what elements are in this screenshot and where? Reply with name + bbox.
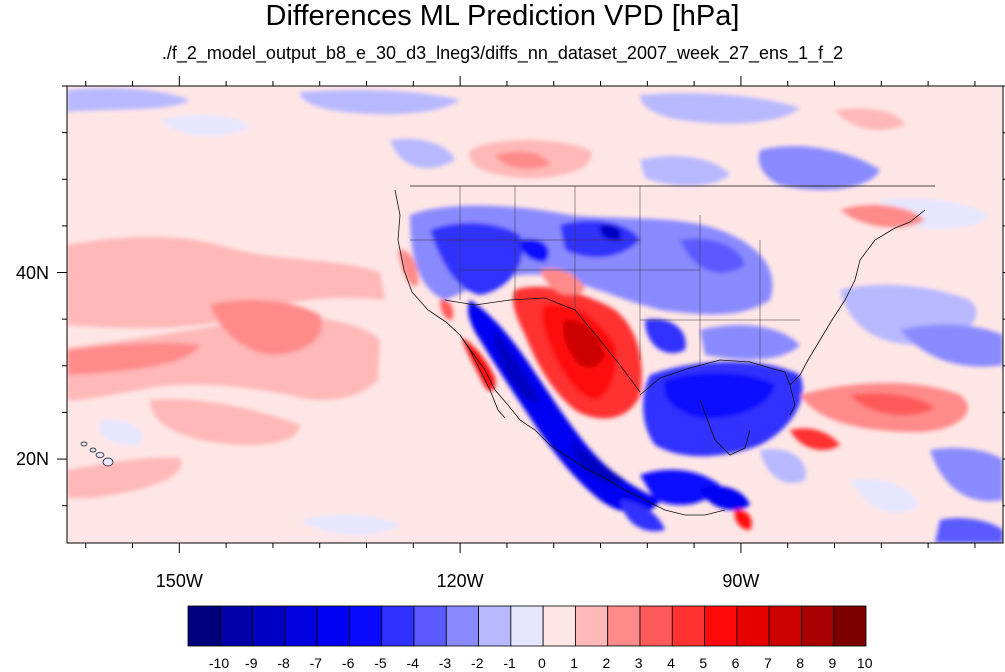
- map-subtitle: ./f_2_model_output_b8_e_30_d3_lneg3/diff…: [161, 43, 844, 63]
- colorbar-swatch: [607, 605, 641, 647]
- colorbar-swatch: [316, 605, 350, 647]
- colorbar-swatch: [575, 605, 609, 647]
- colorbar-label: 10: [856, 655, 873, 671]
- colorbar-swatch: [671, 605, 705, 647]
- colorbar-label: -6: [341, 655, 355, 671]
- colorbar-label: 2: [602, 655, 611, 671]
- colorbar-label: -8: [277, 655, 290, 671]
- colorbar-label: 3: [634, 655, 643, 671]
- colorbar-label: -9: [245, 655, 258, 671]
- colorbar-swatch: [478, 605, 512, 647]
- colorbar-swatch: [704, 605, 738, 647]
- colorbar-swatch: [445, 605, 479, 647]
- colorbar-swatch: [413, 605, 447, 647]
- colorbar-label: -5: [374, 655, 387, 671]
- longitude-label: 150W: [155, 571, 203, 591]
- colorbar-swatch: [768, 605, 802, 647]
- colorbar-swatch: [252, 605, 286, 647]
- axis-ticks: [57, 76, 1005, 553]
- latitude-label: 40N: [16, 262, 50, 283]
- colorbar-label: -1: [503, 655, 516, 671]
- colorbar-label: 0: [537, 655, 546, 671]
- colorbar-swatch: [736, 605, 770, 647]
- colorbar-swatch: [284, 605, 318, 647]
- colorbar-label: 6: [731, 655, 740, 671]
- colorbar-swatch: [510, 605, 544, 647]
- colorbar-label: 7: [763, 655, 772, 671]
- colorbar-swatch: [349, 605, 383, 647]
- colorbar-label: 8: [796, 655, 805, 671]
- colorbar-swatch: [381, 605, 415, 647]
- colorbar-swatch: [833, 605, 867, 647]
- latitude-label: 20N: [16, 449, 50, 470]
- colorbar-label: -10: [208, 655, 230, 671]
- colorbar-label: 4: [667, 655, 675, 671]
- colorbar-label: 1: [570, 655, 579, 671]
- colorbar-swatch: [801, 605, 835, 647]
- longitude-label: 90W: [722, 571, 760, 591]
- colorbar-swatch: [542, 605, 576, 647]
- colorbar-label: -7: [309, 655, 323, 671]
- colorbar-label: 5: [699, 655, 708, 671]
- colorbar-swatch: [187, 605, 221, 647]
- longitude-label: 120W: [436, 571, 484, 591]
- colorbar-swatch: [639, 605, 673, 647]
- colorbar-label: -3: [438, 655, 452, 671]
- colorbar: [187, 605, 867, 647]
- colorbar-label: 9: [828, 655, 837, 671]
- map-title: Differences ML Prediction VPD [hPa]: [265, 0, 740, 32]
- colorbar-label: -2: [471, 655, 484, 671]
- colorbar-label: -4: [406, 655, 419, 671]
- colorbar-swatch: [219, 605, 253, 647]
